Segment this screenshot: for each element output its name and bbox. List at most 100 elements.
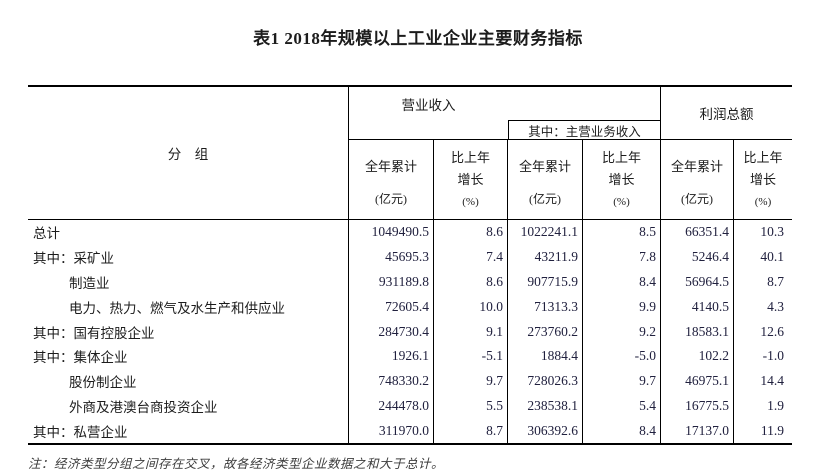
col-header-line: 全年累计: [364, 159, 417, 174]
row-name: 国有控股企业: [73, 325, 155, 341]
cell-value: 4.3: [733, 294, 792, 320]
cell-value: 8.5: [582, 220, 660, 245]
cell-value: 14.4: [733, 368, 792, 394]
row-label-collective: 其中： 集体企业: [28, 344, 348, 369]
cell-value: 17137.0: [660, 418, 733, 444]
financial-indicators-table: 分 组 营业收入 其中：主营业务收入 利润总额 全年累计 (亿元) 比上年 增长…: [28, 85, 792, 446]
cell-value: 8.4: [582, 269, 660, 295]
cell-value: 10.3: [733, 220, 792, 245]
cell-value: 56964.5: [660, 269, 733, 295]
cell-value: 8.6: [433, 220, 507, 245]
cell-value: 9.2: [582, 319, 660, 344]
row-name: 电力、热力、燃气及水生产和供应业: [69, 300, 285, 316]
col-header-unit: (%): [462, 195, 479, 208]
row-name: 集体企业: [73, 350, 128, 366]
row-name: 私营企业: [73, 424, 128, 440]
cell-value: 72605.4: [348, 294, 433, 320]
cell-value: 306392.6: [507, 418, 582, 444]
row-label-foreign-invested: 外商及港澳台商投资企业: [28, 394, 348, 419]
cell-value: 284730.4: [348, 319, 433, 344]
cell-value: 273760.2: [507, 319, 582, 344]
main-business-revenue-subheader: 其中：主营业务收入: [508, 120, 660, 139]
col-header-line: 增长: [608, 171, 635, 187]
cell-value: 71313.3: [507, 294, 582, 320]
cell-value: -5.0: [582, 343, 660, 369]
row-label-mining: 其中： 采矿业: [28, 245, 348, 270]
cell-value: 12.6: [733, 319, 792, 344]
cell-value: 244478.0: [348, 393, 433, 419]
row-prefix: 其中：: [33, 424, 74, 440]
cell-value: 5246.4: [660, 244, 733, 270]
row-name: 制造业: [69, 275, 110, 291]
row-label-private: 其中： 私营企业: [28, 418, 348, 443]
cell-value: 16775.5: [660, 393, 733, 419]
col-header-line: 比上年: [450, 149, 490, 165]
col-header-line: 增长: [749, 171, 776, 187]
row-label-shareholding: 股份制企业: [28, 369, 348, 394]
cell-value: 102.2: [660, 343, 733, 369]
col-header-unit: (%): [754, 195, 772, 208]
col-header-profit-growth: 比上年 增长 (%): [733, 139, 792, 219]
row-prefix: 其中：: [33, 350, 74, 366]
cell-value: -5.1: [433, 343, 507, 369]
col-header-unit: (亿元): [529, 192, 561, 206]
cell-value: 7.8: [582, 244, 660, 270]
col-header-mainbiz-growth: 比上年 增长 (%): [582, 139, 660, 219]
row-label-state-holding: 其中： 国有控股企业: [28, 319, 348, 344]
col-header-line: 增长: [457, 171, 484, 187]
row-name: 总计: [33, 226, 60, 242]
cell-value: 311970.0: [348, 418, 433, 444]
cell-value: 45695.3: [348, 244, 433, 270]
row-label-total: 总计: [28, 220, 348, 245]
col-header-line: 全年累计: [670, 159, 723, 174]
row-name: 采矿业: [73, 251, 115, 267]
col-header-line: 全年累计: [518, 159, 571, 174]
cell-value: 1884.4: [507, 343, 582, 369]
cell-value: 8.7: [433, 418, 507, 444]
cell-value: 931189.8: [348, 269, 433, 295]
revenue-group-header: 营业收入 其中：主营业务收入: [348, 87, 660, 139]
row-name: 股份制企业: [69, 375, 137, 391]
cell-value: 11.9: [733, 418, 792, 444]
cell-value: 1.9: [733, 393, 792, 419]
cell-value: 1049490.5: [348, 220, 433, 245]
cell-value: 9.1: [433, 319, 507, 344]
cell-value: 46975.1: [660, 368, 733, 394]
cell-value: 40.1: [733, 244, 792, 270]
cell-value: 728026.3: [507, 368, 582, 394]
cell-value: 4140.5: [660, 294, 733, 320]
revenue-group-label: 营业收入: [401, 97, 456, 113]
col-header-mainbiz-total: 全年累计 (亿元): [507, 139, 582, 219]
row-prefix: 其中：: [33, 251, 74, 267]
footnote: 注：经济类型分组之间存在交叉，故各经济类型企业数据之和大于总计。: [28, 457, 445, 472]
cell-value: 43211.9: [507, 244, 582, 270]
cell-value: 7.4: [433, 244, 507, 270]
cell-value: 18583.1: [660, 319, 733, 344]
col-header-revenue-total: 全年累计 (亿元): [348, 139, 433, 219]
cell-value: 238538.1: [507, 393, 582, 419]
cell-value: 8.6: [433, 269, 507, 295]
cell-value: 5.4: [582, 393, 660, 419]
col-header-unit: (亿元): [681, 192, 713, 206]
cell-value: 8.7: [733, 269, 792, 295]
cell-value: 9.9: [582, 294, 660, 320]
cell-value: 10.0: [433, 294, 507, 320]
cell-value: 9.7: [582, 368, 660, 394]
col-header-unit: (亿元): [375, 192, 407, 206]
col-header-profit-total: 全年累计 (亿元): [660, 139, 733, 219]
col-header-unit: (%): [613, 195, 630, 208]
row-label-manufacturing: 制造业: [28, 270, 348, 295]
cell-value: 66351.4: [660, 220, 733, 245]
cell-value: 748330.2: [348, 368, 433, 394]
cell-value: 1926.1: [348, 343, 433, 369]
group-column-header: 分 组: [167, 147, 209, 162]
cell-value: 5.5: [433, 393, 507, 419]
profit-group-header: 利润总额: [660, 87, 792, 139]
cell-value: 1022241.1: [507, 220, 582, 245]
table-title: 表1 2018年规模以上工业企业主要财务指标: [253, 29, 583, 48]
col-header-line: 比上年: [601, 149, 641, 165]
cell-value: 9.7: [433, 368, 507, 394]
cell-value: -1.0: [733, 343, 792, 369]
col-header-line: 比上年: [743, 149, 783, 165]
